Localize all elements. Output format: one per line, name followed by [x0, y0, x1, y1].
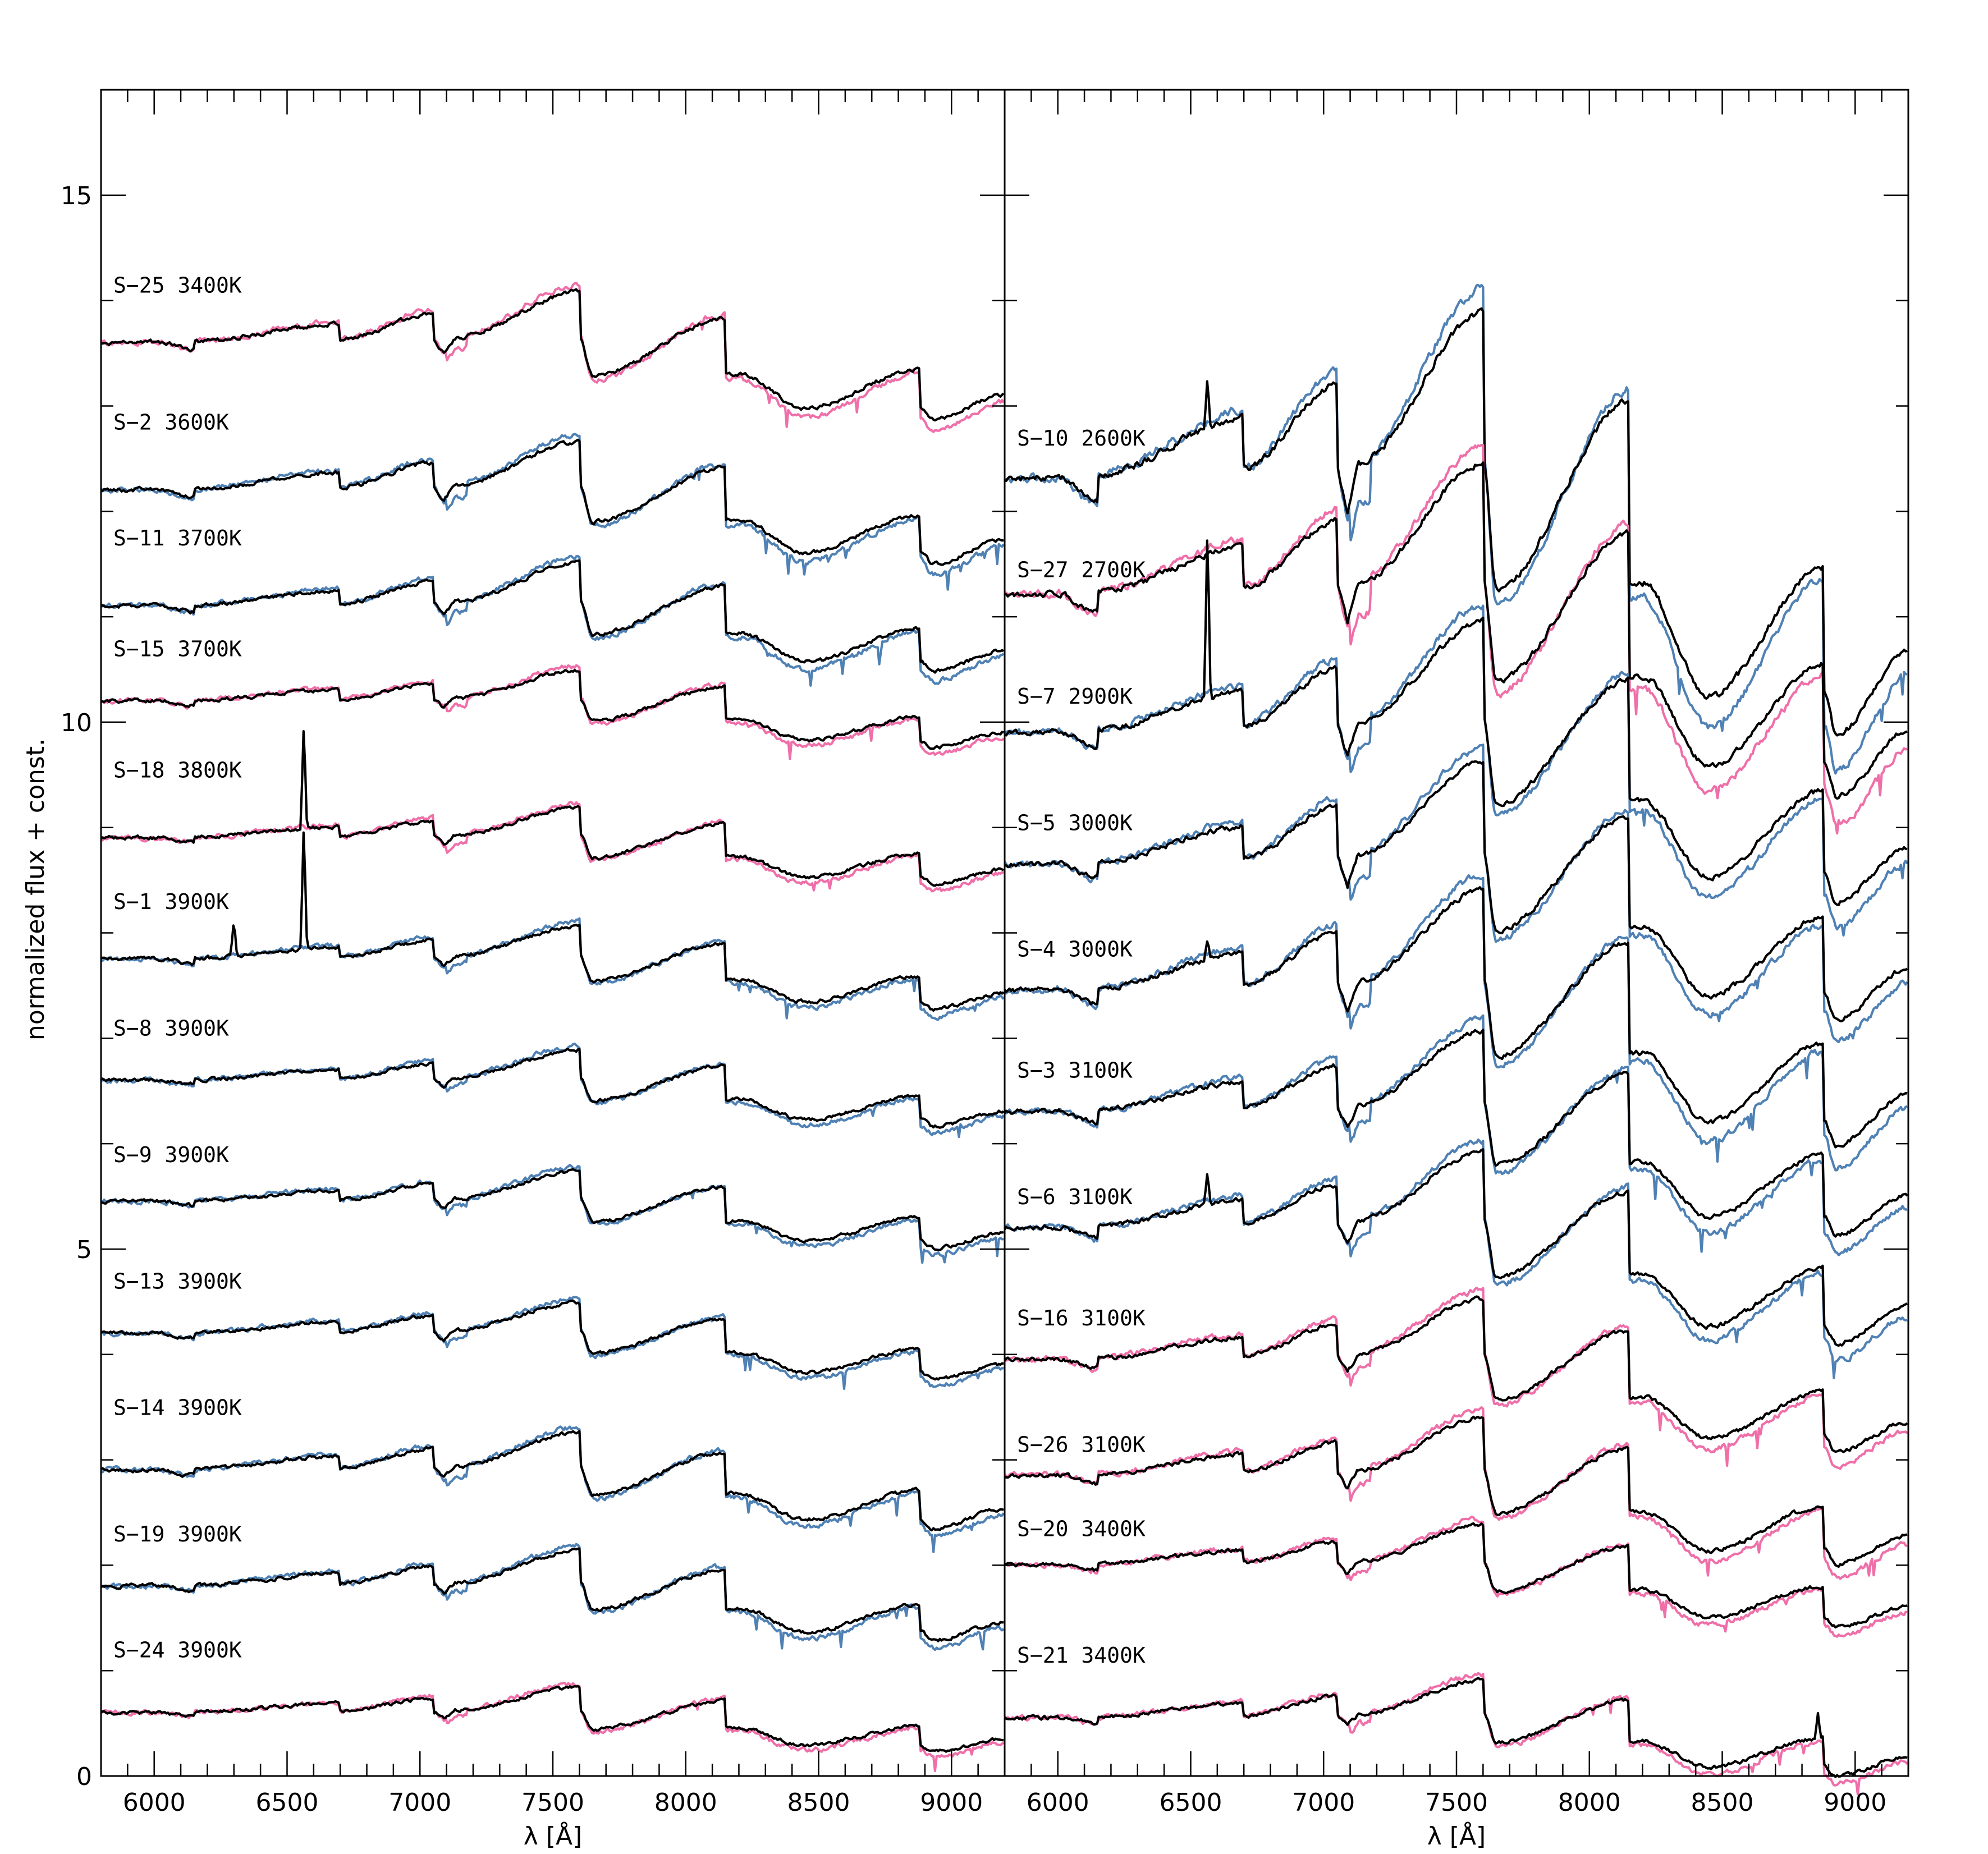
observed-spectrum-s-7-2900k [1004, 539, 1908, 906]
spectrum-label: S−15 3700K [113, 636, 242, 661]
x-tick-label: 9000 [1824, 1788, 1886, 1817]
observed-spectrum-s-24-3900k [100, 1685, 1004, 1753]
model-spectrum-s-19-3900k [100, 1543, 1005, 1651]
x-tick-label: 9000 [920, 1788, 983, 1817]
observed-spectrum-s-8-3900k [100, 1048, 1005, 1129]
spectrum-label: S−1 3900K [113, 889, 229, 914]
right-panel: S−10 2600K S−27 2700K S−7 2900K S−5 3000K S−… [1004, 89, 1909, 1851]
y-tick-label: 10 [61, 709, 92, 737]
spectrum-label: S−9 3900K [113, 1142, 229, 1167]
model-spectrum-s-20-3400k [1004, 1516, 1908, 1638]
observed-spectrum-s-4-3000k [1004, 886, 1908, 1149]
spectrum-label: S−6 3100K [1017, 1185, 1133, 1209]
x-tick-label: 8500 [1691, 1788, 1754, 1817]
spectrum-label: S−20 3400K [1017, 1517, 1146, 1541]
model-spectrum-s-15-3700k [100, 664, 1005, 760]
spectrum-label: S−7 2900K [1017, 684, 1133, 709]
observed-spectrum-s-2-3600k [100, 438, 1004, 566]
observed-spectrum-s-13-3900k [100, 1299, 1004, 1381]
model-spectrum-s-2-3600k [100, 433, 1005, 591]
x-tick-label: 7500 [521, 1788, 584, 1817]
x-tick-label: 7000 [1292, 1788, 1355, 1817]
observed-spectrum-s-11-3700k [100, 559, 1004, 674]
spectrum-label: S−25 3400K [113, 273, 242, 297]
observed-spectrum-s-9-3900k [100, 1168, 1004, 1251]
observed-spectrum-s-15-3700k [101, 668, 1004, 750]
spectrum-label: S−14 3900K [113, 1396, 242, 1420]
spectrum-label: S−8 3900K [113, 1016, 229, 1041]
model-spectrum-s-3-3100k [1004, 1014, 1908, 1256]
spectrum-label: S−16 3100K [1017, 1306, 1146, 1330]
model-spectrum-s-7-2900k [1004, 604, 1908, 937]
observed-spectrum-s-26-3100k [1004, 1415, 1908, 1568]
x-tick-label: 6000 [123, 1788, 186, 1817]
spectrum-label: S−4 3000K [1017, 937, 1133, 962]
model-spectrum-s-11-3700k [100, 554, 1005, 687]
spectrum-label: S−18 3800K [113, 758, 242, 782]
observed-spectrum-s-20-3400k [1004, 1522, 1908, 1629]
observed-spectrum-s-19-3900k [100, 1547, 1004, 1642]
y-tick-label: 5 [76, 1236, 92, 1264]
observed-spectrum-s-18-3800k [100, 730, 1004, 887]
x-tick-label: 8000 [1558, 1788, 1621, 1817]
x-tick-label: 7500 [1425, 1788, 1488, 1817]
y-tick-label: 0 [76, 1763, 92, 1791]
model-spectrum-s-6-3100k [1004, 1138, 1908, 1379]
spectrum-label: S−3 3100K [1017, 1058, 1133, 1083]
spectrum-label: S−26 3100K [1017, 1432, 1146, 1457]
observed-spectrum-s-1-3900k [100, 831, 1005, 1012]
spectrum-label: S−24 3900K [113, 1638, 242, 1663]
x-tick-label: 6000 [1027, 1788, 1089, 1817]
observed-spectrum-s-14-3900k [100, 1430, 1004, 1532]
spectrum-label: S−19 3900K [113, 1522, 242, 1546]
observed-spectrum-s-5-3000k [1005, 760, 1908, 1022]
spectrum-label: S−21 3400K [1017, 1643, 1146, 1668]
spectrum-label: S−27 2700K [1017, 558, 1146, 582]
spectrum-label: S−13 3900K [113, 1269, 242, 1293]
model-spectrum-s-14-3900k [100, 1425, 1005, 1553]
x-axis-title: λ [Å] [1427, 1821, 1486, 1851]
x-axis-title: λ [Å] [524, 1821, 582, 1851]
spectrum-label: S−10 2600K [1017, 426, 1146, 451]
observed-spectrum-s-10-2600k [1004, 307, 1908, 737]
y-axis-title: normalized flux + const. [21, 738, 50, 1040]
observed-spectrum-s-16-3100k [1004, 1295, 1908, 1453]
spectrum-label: S−5 3000K [1017, 810, 1133, 835]
observed-spectrum-s-25-3400k [100, 288, 1005, 422]
observed-spectrum-s-6-3100k [1004, 1148, 1908, 1347]
model-spectrum-s-16-3100k [1004, 1287, 1908, 1470]
observed-spectrum-s-3-3100k [1004, 1029, 1908, 1238]
spectrum-label: S−2 3600K [113, 410, 229, 435]
observed-spectrum-s-27-2700k [1005, 461, 1908, 800]
model-spectrum-s-10-2600k [1005, 284, 1908, 775]
spectrum-label: S−11 3700K [113, 526, 242, 550]
x-tick-label: 7000 [388, 1788, 451, 1817]
x-tick-label: 6500 [255, 1788, 318, 1817]
left-panel: S−25 3400K S−2 3600K S−11 3700K S−15 3700K S… [61, 89, 1006, 1851]
y-tick-label: 15 [61, 182, 92, 210]
x-tick-label: 8000 [654, 1788, 717, 1817]
model-spectrum-s-4-3000k [1004, 874, 1908, 1172]
model-spectrum-s-5-3000k [1004, 744, 1908, 1044]
x-tick-label: 6500 [1159, 1788, 1222, 1817]
observed-spectrum-s-21-3400k [1004, 1677, 1908, 1778]
x-tick-label: 8500 [787, 1788, 850, 1817]
